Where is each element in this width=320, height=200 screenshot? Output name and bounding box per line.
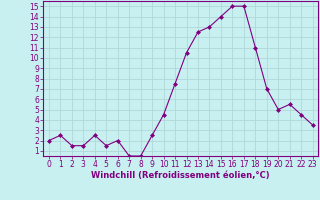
X-axis label: Windchill (Refroidissement éolien,°C): Windchill (Refroidissement éolien,°C) — [92, 171, 270, 180]
